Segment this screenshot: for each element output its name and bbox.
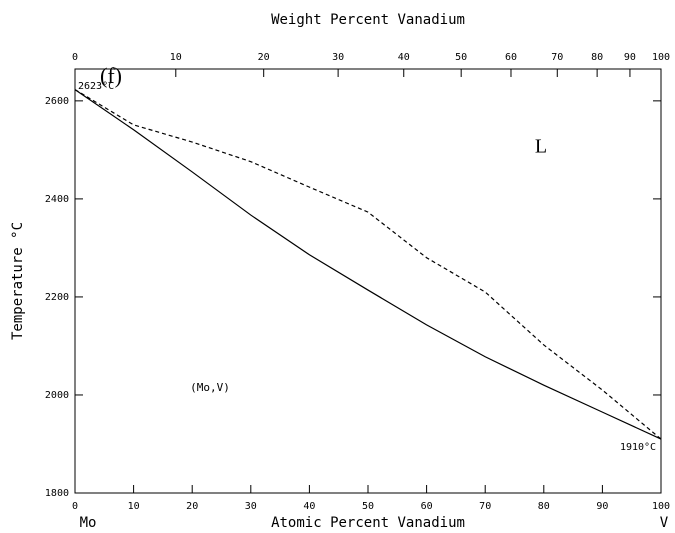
annotation: (Mo,V) (190, 381, 230, 394)
x2-tick-label: 70 (551, 52, 563, 63)
x2-tick-label: 60 (505, 52, 517, 63)
y-tick-label: 2400 (45, 194, 69, 205)
y-tick-label: 2200 (45, 292, 69, 303)
x-tick-label: 90 (596, 501, 608, 512)
x-tick-label: 60 (421, 501, 433, 512)
phase-boundary (74, 89, 662, 440)
x-tick-label: 100 (652, 501, 670, 512)
x-tick-label: 10 (128, 501, 140, 512)
x2-tick-label: 10 (170, 52, 182, 63)
y-tick-label: 1800 (45, 488, 69, 499)
x2-tick-label: 90 (624, 52, 636, 63)
x-tick-label: 70 (479, 501, 491, 512)
x-end-label: V (660, 515, 669, 531)
x2-tick-label: 0 (72, 52, 78, 63)
plot-frame (74, 68, 662, 494)
annotation: 1910°C (620, 442, 656, 453)
y-tick-label: 2000 (45, 390, 69, 401)
x2-tick-label: 100 (652, 52, 670, 63)
x-tick-label: 40 (303, 501, 315, 512)
annotation: (f) (100, 63, 122, 88)
x-tick-label: 20 (186, 501, 198, 512)
x2-tick-label: 40 (398, 52, 410, 63)
x2-tick-label: 80 (591, 52, 603, 63)
y-tick-label: 2600 (45, 96, 69, 107)
x2-tick-label: 20 (258, 52, 270, 63)
annotation: 2623°C (78, 81, 114, 92)
y-axis-label: Temperature °C (10, 222, 26, 340)
x-tick-label: 0 (72, 501, 78, 512)
phase-boundary (74, 89, 662, 440)
x-tick-label: 30 (245, 501, 257, 512)
x-tick-label: 80 (538, 501, 550, 512)
x-tick-label: 50 (362, 501, 374, 512)
x-end-label: Mo (80, 515, 97, 531)
annotation: L (535, 136, 547, 158)
x2-tick-label: 50 (455, 52, 467, 63)
x2-tick-label: 30 (332, 52, 344, 63)
x-axis-label: Atomic Percent Vanadium (271, 515, 465, 531)
chart-title: Weight Percent Vanadium (271, 12, 465, 28)
